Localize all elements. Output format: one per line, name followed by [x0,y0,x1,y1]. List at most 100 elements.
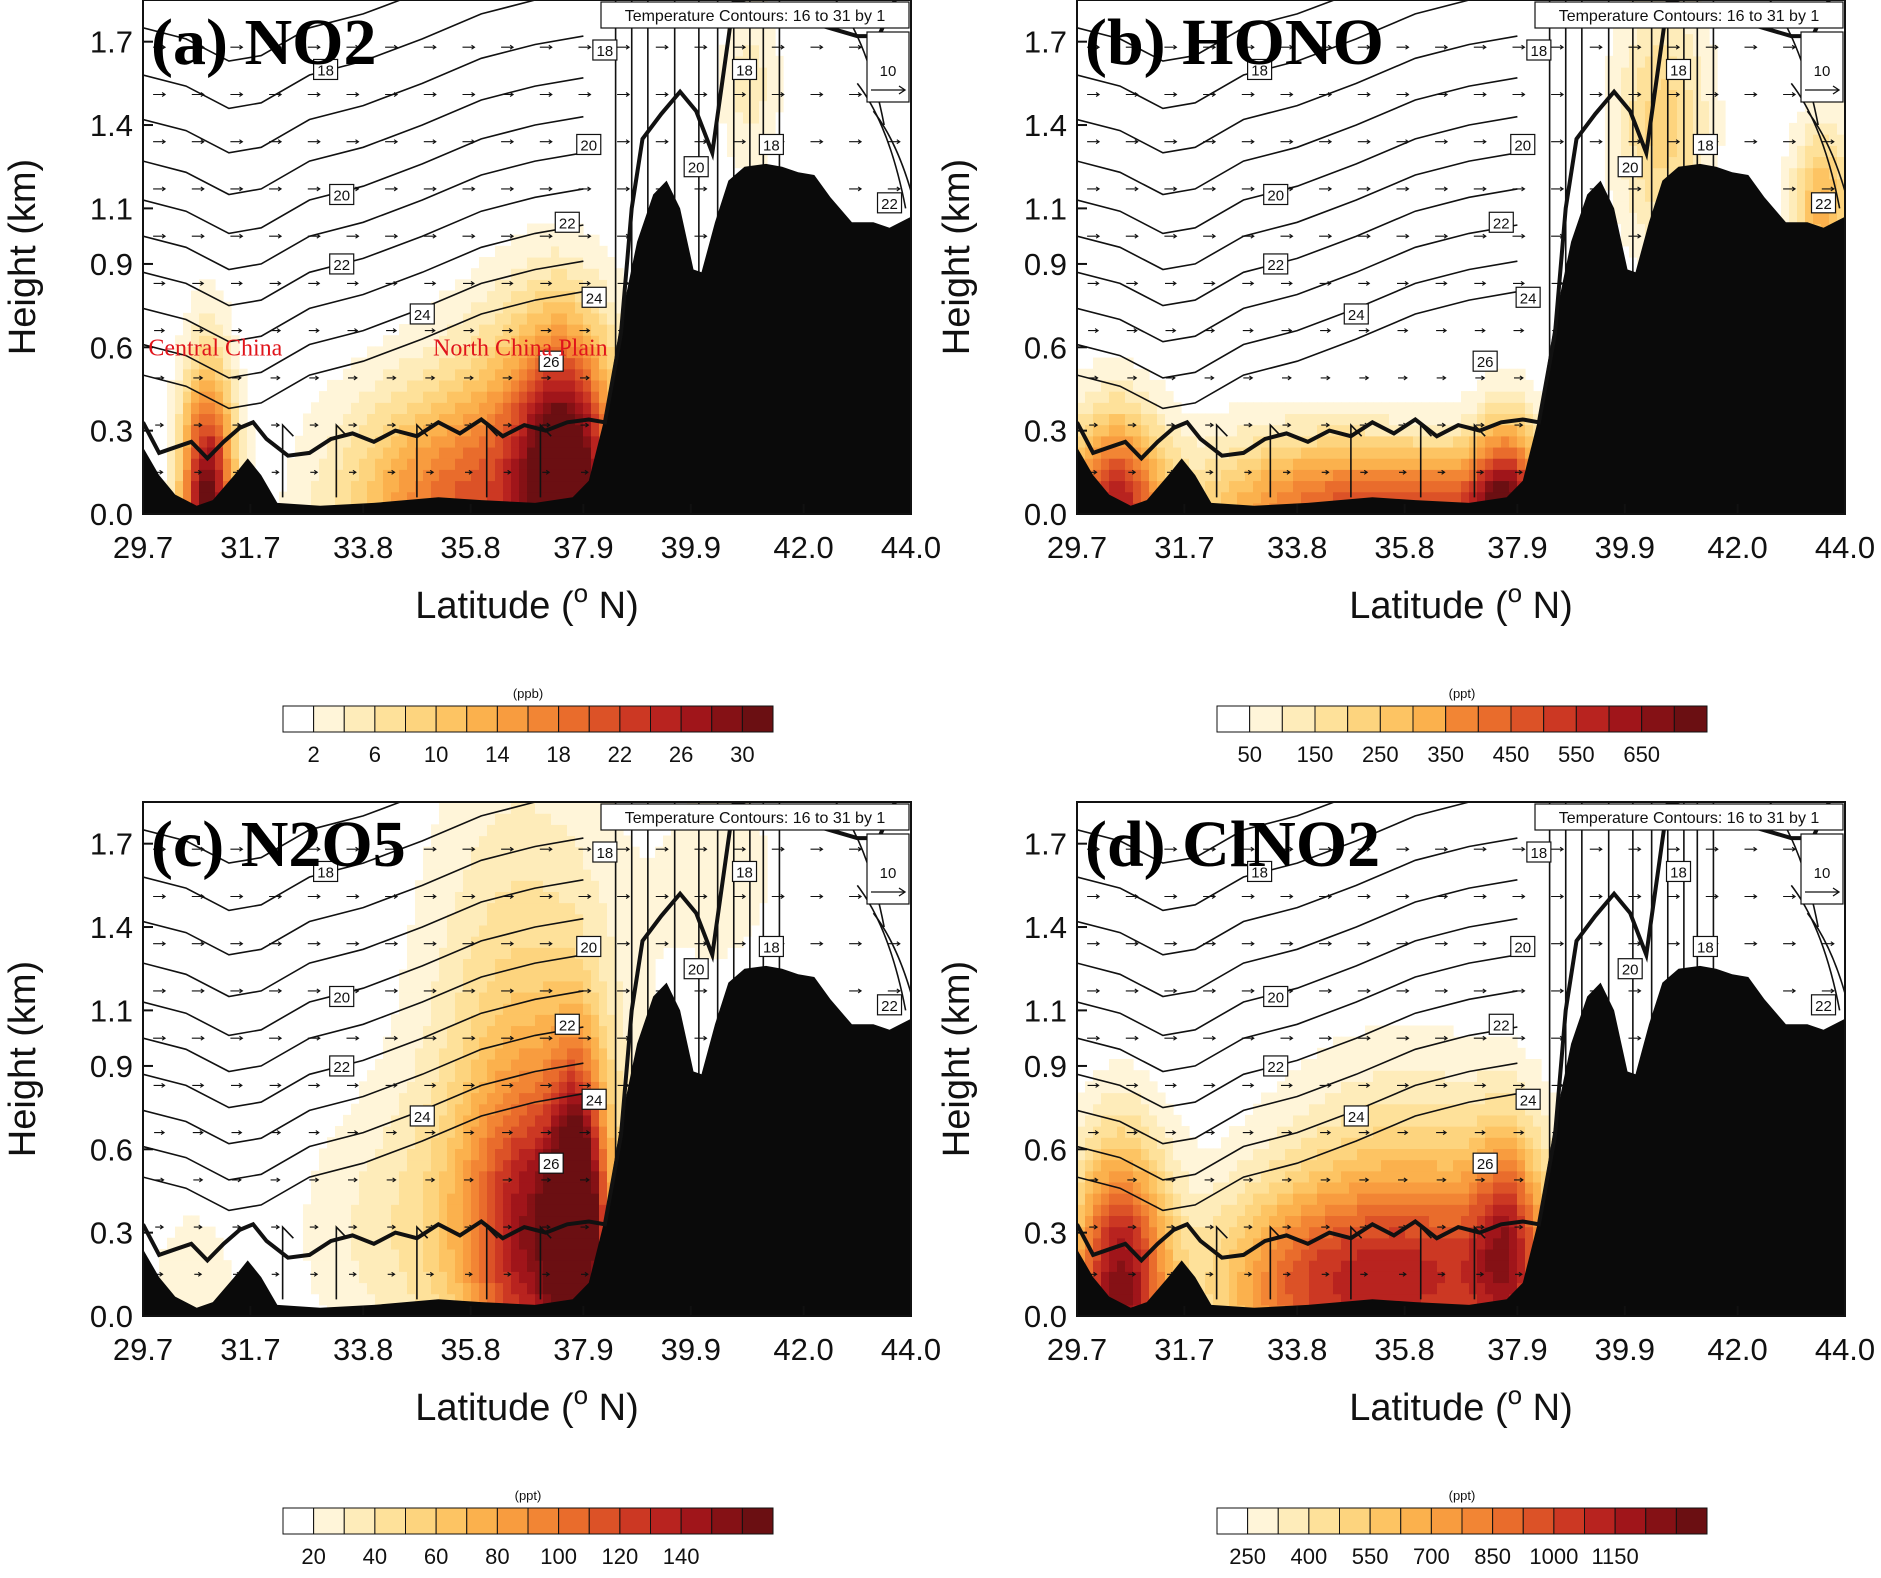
concentration-cell [495,924,504,937]
concentration-cell [471,936,480,948]
concentration-cell [335,1226,344,1239]
x-axis-title: Latitude (o N) [415,578,639,627]
concentration-cell [1141,424,1150,437]
concentration-cell [479,802,488,814]
concentration-cell [495,1114,504,1127]
concentration-cell [567,458,576,470]
concentration-cell [479,1014,488,1027]
concentration-cell [567,902,576,915]
concentration-cell [471,1248,480,1261]
wind-vector [1164,92,1178,97]
concentration-cell [1205,446,1214,459]
concentration-cell [303,491,312,504]
concentration-cell [1829,178,1838,191]
concentration-cell [535,279,544,292]
concentration-cell [583,958,592,971]
concentration-cell [599,991,608,1004]
temperature-label-text: 22 [881,196,898,213]
concentration-cell [1821,167,1830,180]
concentration-cell [183,1226,192,1239]
concentration-cell [607,1170,616,1183]
concentration-cell [1245,446,1254,459]
concentration-cell [463,835,472,848]
concentration-cell [543,435,552,448]
concentration-cell [1285,446,1294,459]
concentration-cell [1365,458,1374,470]
concentration-cell [447,1070,456,1082]
concentration-cell [391,357,400,370]
concentration-cell [559,813,568,825]
concentration-cell [423,1271,432,1284]
concentration-cell [399,1293,408,1306]
concentration-cell [543,469,552,482]
wind-vector [1087,44,1101,50]
concentration-cell [607,368,616,381]
concentration-cell [175,1248,184,1261]
concentration-cell [343,1260,352,1272]
concentration-cell [591,424,600,437]
concentration-cell [335,1293,344,1306]
concentration-cell [407,1092,416,1105]
concentration-cell [1421,402,1430,415]
wind-vector [1241,233,1255,239]
concentration-cell [687,891,696,904]
wind-vector [347,280,359,286]
wind-vector [771,92,785,97]
concentration-cell [495,458,504,470]
concentration-cell [551,1003,560,1015]
wind-vector [191,894,205,899]
concentration-cell [439,1047,448,1060]
concentration-cell [231,379,240,392]
concentration-cell [663,936,672,948]
concentration-cell [399,1014,408,1027]
temperature-label-box [1515,286,1541,308]
x-tick-label: 39.9 [1595,530,1655,565]
wind-vector [733,44,747,50]
concentration-cell [183,391,192,403]
wind-vector [1203,139,1217,145]
concentration-cell [647,913,656,926]
concentration-cell [455,379,464,392]
concentration-cell [487,891,496,904]
concentration-cell [319,1215,328,1228]
concentration-cell [391,1204,400,1217]
concentration-cell [1341,469,1350,482]
concentration-cell [1701,156,1710,169]
wind-vector [309,1224,319,1230]
concentration-cell [215,368,224,381]
wind-vector [1282,375,1292,381]
concentration-cell [215,301,224,314]
colorbar-swatch [466,705,498,733]
concentration-cell [1149,435,1158,448]
concentration-cell [503,958,512,971]
concentration-cell [1461,458,1470,470]
concentration-cell [183,357,192,370]
concentration-cell [575,869,584,881]
concentration-cell [367,1215,376,1228]
concentration-cell [1837,134,1845,146]
wind-vector [1396,44,1410,50]
concentration-cell [511,491,520,504]
concentration-cell [487,1215,496,1228]
concentration-cell [623,913,632,926]
concentration-cell [1189,435,1198,448]
concentration-cell [487,1126,496,1138]
concentration-cell [439,991,448,1004]
concentration-cell [679,846,688,859]
concentration-cell [1621,78,1630,90]
concentration-cell [1093,458,1102,470]
concentration-cell [503,491,512,504]
concentration-cell [567,1248,576,1261]
concentration-cell [1333,458,1342,470]
concentration-cell [1517,379,1526,392]
concentration-cell [1237,480,1246,493]
concentration-cell [471,1271,480,1284]
concentration-cell [543,446,552,459]
concentration-cell [551,1137,560,1149]
concentration-cell [375,1293,384,1306]
concentration-cell [743,902,752,915]
wind-vector [1473,44,1487,50]
concentration-cell [543,1036,552,1049]
concentration-cell [559,446,568,459]
concentration-cell [183,1271,192,1284]
